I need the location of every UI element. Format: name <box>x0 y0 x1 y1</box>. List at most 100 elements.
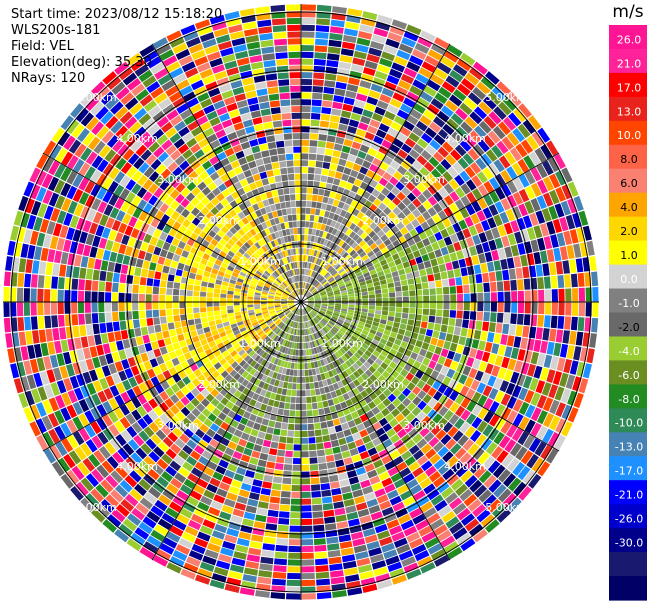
velocity-gate <box>510 244 520 257</box>
velocity-gate <box>275 394 281 401</box>
velocity-gate <box>472 404 483 416</box>
velocity-gate <box>305 221 310 228</box>
velocity-gate <box>322 379 328 387</box>
velocity-gate <box>126 538 142 552</box>
velocity-gate <box>474 222 484 234</box>
velocity-gate <box>284 310 291 315</box>
velocity-gate <box>346 350 354 357</box>
velocity-gate <box>555 402 566 417</box>
velocity-gate <box>98 446 111 459</box>
velocity-gate <box>282 307 289 311</box>
velocity-gate <box>261 295 268 299</box>
velocity-gate <box>55 147 68 163</box>
velocity-gate <box>313 524 325 532</box>
velocity-gate <box>278 216 284 224</box>
velocity-gate <box>570 316 578 331</box>
velocity-gate <box>406 61 421 73</box>
velocity-gate <box>409 444 420 455</box>
velocity-gate <box>522 215 533 229</box>
velocity-gate <box>277 238 282 245</box>
velocity-gate <box>187 222 197 232</box>
velocity-gate <box>541 208 552 222</box>
velocity-gate <box>378 354 386 362</box>
velocity-gate <box>414 550 430 562</box>
velocity-gate <box>296 322 299 329</box>
velocity-gate <box>288 263 293 270</box>
velocity-gate <box>260 488 271 496</box>
velocity-gate <box>251 145 261 154</box>
velocity-gate <box>442 217 452 228</box>
velocity-gate <box>37 302 44 316</box>
velocity-gate <box>241 255 248 262</box>
velocity-gate <box>18 331 27 346</box>
velocity-gate <box>417 204 427 214</box>
velocity-gate <box>493 214 503 227</box>
velocity-gate <box>54 425 66 441</box>
velocity-gate <box>24 273 32 288</box>
velocity-gate <box>424 537 440 549</box>
velocity-gate <box>104 149 117 162</box>
velocity-gate <box>344 384 352 393</box>
velocity-gate <box>317 323 322 329</box>
velocity-gate <box>394 281 401 287</box>
velocity-gate <box>382 171 393 181</box>
velocity-gate <box>299 309 301 316</box>
velocity-gate <box>308 300 315 302</box>
velocity-gate <box>413 143 424 155</box>
velocity-gate <box>111 372 121 385</box>
velocity-gate <box>312 309 318 314</box>
velocity-gate <box>402 261 410 269</box>
velocity-gate <box>124 368 134 379</box>
velocity-gate <box>362 528 376 537</box>
velocity-gate <box>362 67 376 76</box>
velocity-gate <box>33 216 43 232</box>
velocity-gate <box>296 289 299 296</box>
velocity-gate <box>425 351 434 360</box>
velocity-gate <box>492 125 506 140</box>
velocity-gate <box>101 460 115 474</box>
velocity-gate <box>471 416 483 429</box>
velocity-gate <box>403 67 418 79</box>
velocity-gate <box>312 354 317 362</box>
velocity-gate <box>345 376 353 384</box>
velocity-gate <box>251 321 259 327</box>
velocity-gate <box>254 272 261 278</box>
velocity-gate <box>236 57 250 66</box>
velocity-gate <box>161 512 175 525</box>
velocity-gate <box>423 295 430 302</box>
velocity-gate <box>345 413 353 422</box>
velocity-gate <box>197 413 207 423</box>
velocity-gate <box>422 237 431 247</box>
velocity-gate <box>258 215 265 224</box>
velocity-gate <box>443 341 451 350</box>
velocity-gate <box>102 343 111 355</box>
velocity-gate <box>352 163 362 172</box>
velocity-gate <box>500 334 508 346</box>
velocity-gate <box>284 457 293 464</box>
velocity-gate <box>518 401 530 416</box>
velocity-gate <box>471 391 482 403</box>
velocity-gate <box>450 360 459 371</box>
velocity-gate <box>402 307 409 314</box>
velocity-gate <box>167 274 175 282</box>
velocity-gate <box>356 557 371 567</box>
velocity-gate <box>281 250 287 258</box>
velocity-gate <box>24 198 35 214</box>
velocity-gate <box>316 284 322 289</box>
velocity-gate <box>353 178 363 187</box>
velocity-gate <box>353 217 361 225</box>
velocity-gate <box>323 246 329 254</box>
velocity-gate <box>135 447 148 460</box>
velocity-gate <box>30 302 37 316</box>
velocity-gate <box>236 356 244 364</box>
velocity-gate <box>332 178 341 186</box>
velocity-gate <box>85 396 96 409</box>
velocity-gate <box>78 313 85 325</box>
velocity-gate <box>384 460 396 471</box>
velocity-gate <box>401 285 409 292</box>
velocity-gate <box>498 488 512 503</box>
velocity-gate <box>328 278 335 284</box>
velocity-gate <box>282 353 287 361</box>
velocity-gate <box>332 150 341 158</box>
velocity-gate <box>437 481 450 494</box>
